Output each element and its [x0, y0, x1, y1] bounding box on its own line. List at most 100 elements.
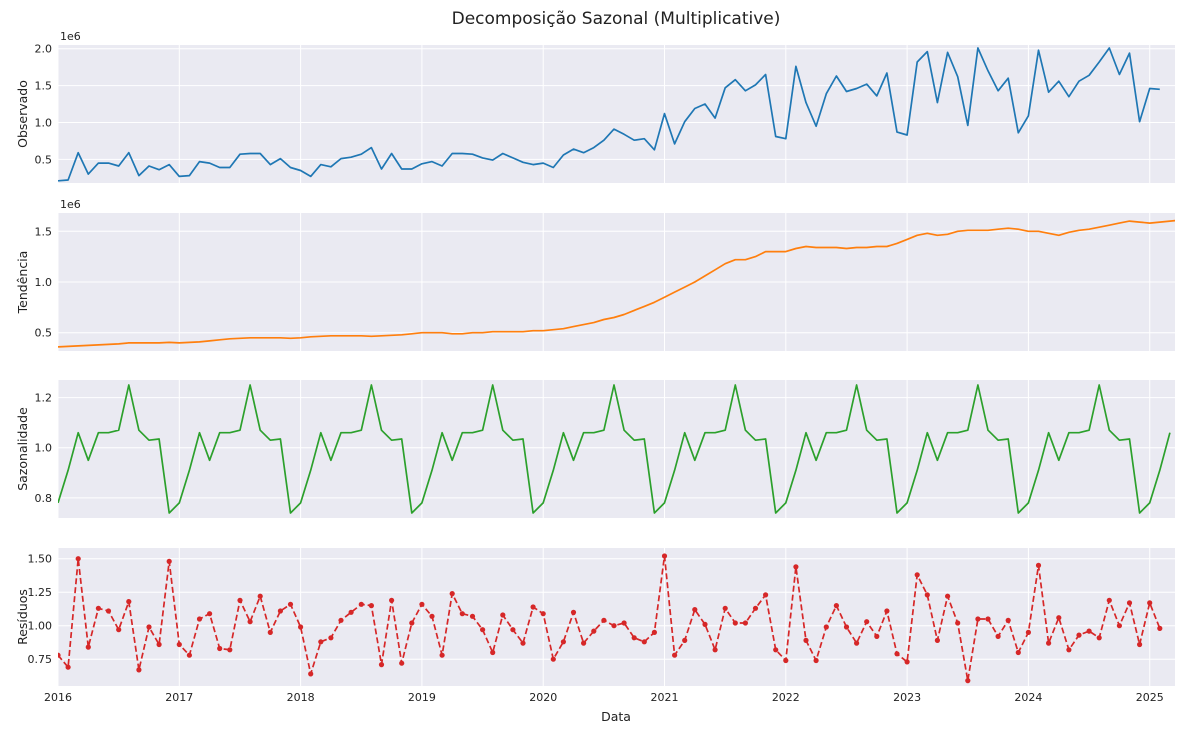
data-point	[217, 645, 223, 652]
data-point	[116, 627, 122, 633]
data-point	[601, 617, 607, 623]
data-point	[1147, 600, 1153, 606]
data-point	[207, 611, 213, 617]
data-point	[237, 597, 243, 603]
data-point	[813, 657, 819, 664]
y-tick-label: 2.0	[35, 43, 53, 56]
data-point	[480, 627, 486, 633]
data-point	[763, 592, 769, 598]
data-point	[843, 624, 850, 630]
data-point	[1025, 629, 1031, 636]
data-point	[1015, 649, 1021, 656]
data-point	[186, 652, 192, 658]
data-point	[399, 660, 405, 666]
data-point	[945, 593, 951, 599]
data-point	[581, 640, 587, 646]
panel-2: 0.5 1.0 1.5 Tendência 1e6	[15, 198, 1175, 351]
data-point	[500, 612, 506, 618]
y-tick-label: 1.2	[35, 392, 53, 405]
data-point	[267, 629, 273, 636]
data-point	[1056, 615, 1062, 621]
panel-1: 0.5 1.0 1.5 2.0 Observado 1e6	[15, 30, 1175, 183]
panels: 0.5 1.0 1.5 2.0 Observado 1e6 0.5 1.0 1.5 Tendênc…	[15, 30, 1175, 704]
data-point	[742, 620, 749, 626]
x-tick-label: 2021	[651, 691, 679, 704]
data-point	[934, 637, 941, 644]
data-point	[247, 619, 253, 625]
data-point	[732, 620, 738, 626]
data-point	[126, 599, 132, 605]
data-point	[560, 639, 567, 645]
data-point	[661, 553, 668, 559]
data-point	[722, 605, 728, 611]
x-tick-label: 2018	[287, 691, 315, 704]
y-tick-label: 0.5	[35, 153, 53, 166]
data-point	[469, 613, 476, 619]
data-point	[95, 605, 101, 611]
data-point	[611, 623, 617, 629]
data-point	[338, 617, 344, 623]
x-tick-label: 2019	[408, 691, 436, 704]
y-offset-text: 1e6	[60, 30, 81, 43]
data-point	[672, 652, 678, 658]
x-tick-label: 2022	[772, 691, 800, 704]
x-tick-label: 2025	[1136, 691, 1164, 704]
x-tick-label: 2020	[529, 691, 557, 704]
data-point	[914, 572, 920, 578]
data-point	[1035, 562, 1042, 569]
data-point	[1076, 632, 1082, 638]
data-point	[510, 627, 516, 633]
x-axis-label: Data	[601, 709, 631, 724]
data-point	[298, 624, 304, 630]
data-point	[368, 603, 374, 609]
y-tick-label: 1.50	[28, 553, 53, 566]
y-tick-label: 1.00	[28, 620, 53, 633]
data-point	[985, 616, 991, 622]
panel-3: 0.8 1.0 1.2 Sazonalidade	[15, 380, 1175, 518]
data-point	[692, 607, 698, 613]
data-point	[682, 637, 688, 644]
y-tick-label: 1.0	[35, 442, 53, 455]
y-axis-label: Observado	[15, 80, 30, 148]
data-point	[490, 649, 496, 656]
data-point	[904, 659, 910, 665]
data-point	[105, 608, 112, 614]
y-axis-label: Resíduos	[15, 589, 30, 645]
data-point	[409, 620, 415, 626]
data-point	[176, 641, 182, 648]
data-point	[864, 619, 870, 625]
y-tick-label: 1.5	[35, 80, 53, 93]
data-point	[591, 628, 597, 634]
plot-area	[58, 548, 1175, 686]
data-point	[884, 608, 890, 614]
data-point	[419, 601, 425, 607]
data-point	[641, 639, 647, 645]
data-point	[1096, 635, 1102, 641]
data-point	[793, 564, 799, 570]
data-point	[1066, 647, 1072, 653]
data-point	[227, 647, 233, 653]
data-point	[449, 591, 455, 597]
plot-area	[58, 380, 1175, 518]
x-tick-label: 2017	[165, 691, 193, 704]
data-point	[783, 657, 789, 664]
data-point	[1116, 623, 1122, 629]
data-point	[803, 637, 809, 644]
series-line	[58, 219, 1175, 348]
data-point	[1157, 625, 1163, 632]
data-point	[651, 629, 658, 636]
y-tick-label: 1.0	[35, 276, 53, 289]
y-tick-label: 1.5	[35, 225, 53, 238]
data-point	[75, 556, 81, 562]
data-point	[429, 613, 435, 619]
data-point	[550, 656, 556, 662]
data-point	[894, 651, 900, 657]
y-axis-label: Sazonalidade	[15, 407, 30, 491]
data-point	[1046, 640, 1052, 646]
data-point	[166, 558, 172, 565]
data-point	[702, 621, 708, 628]
data-point	[570, 609, 577, 615]
data-point	[156, 641, 162, 648]
data-point	[146, 624, 152, 630]
